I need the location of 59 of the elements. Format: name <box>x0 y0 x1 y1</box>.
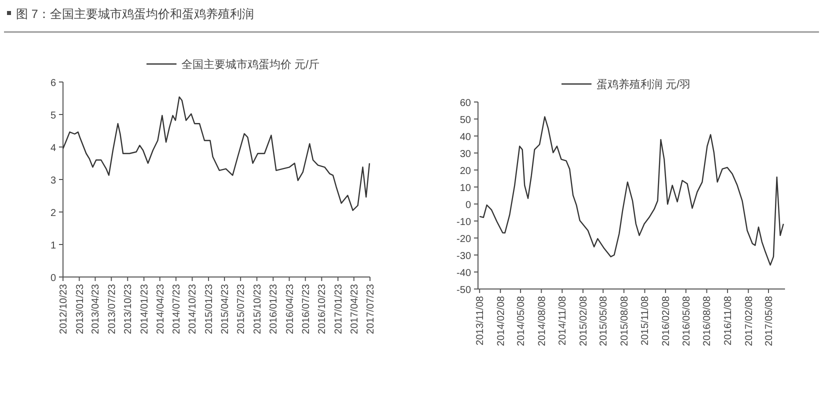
x-tick-label: 2016/07/23 <box>300 284 312 334</box>
x-tick-label: 2015/04/23 <box>220 284 231 334</box>
y-tick-label: 30 <box>460 149 472 160</box>
x-tick-label: 2013/01/23 <box>74 284 86 334</box>
legend-label: 全国主要城市鸡蛋均价 元/斤 <box>182 58 320 71</box>
y-tick-label: 6 <box>50 78 56 89</box>
x-tick-label: 2014/01/23 <box>139 284 150 334</box>
y-tick-label: 50 <box>460 115 472 126</box>
x-tick-label: 2017/04/23 <box>349 284 360 334</box>
y-tick-label: 4 <box>50 143 56 154</box>
y-tick-label: 2 <box>50 208 56 219</box>
x-tick-label: 2016/02/08 <box>661 296 672 346</box>
y-tick-label: 20 <box>460 166 472 177</box>
x-tick-label: 2013/11/08 <box>475 296 486 346</box>
y-tick-label: 5 <box>50 110 56 122</box>
x-tick-label: 2014/07/23 <box>171 284 182 334</box>
y-tick-label: 60 <box>460 98 472 109</box>
x-tick-label: 2016/01/23 <box>268 284 280 334</box>
y-tick-label: 0 <box>465 200 472 211</box>
x-tick-label: 2014/08/08 <box>536 296 548 346</box>
x-tick-label: 2015/01/23 <box>204 284 216 334</box>
y-tick-label: -40 <box>456 268 472 279</box>
x-tick-label: 2016/08/08 <box>702 296 714 346</box>
x-tick-label: 2015/08/08 <box>619 296 630 346</box>
x-tick-label: 2017/02/08 <box>744 296 755 346</box>
x-tick-label: 2014/02/08 <box>496 296 507 346</box>
y-tick-label: 10 <box>460 183 472 194</box>
y-tick-label: 3 <box>50 176 56 186</box>
y-tick-label: 40 <box>460 132 472 143</box>
x-tick-label: 2014/10/23 <box>188 284 199 334</box>
line-series <box>62 96 370 211</box>
x-tick-label: 2014/04/23 <box>155 284 166 334</box>
x-tick-label: 2016/05/08 <box>681 296 692 346</box>
x-tick-label: 2015/11/08 <box>640 296 652 346</box>
x-tick-label: 2013/10/23 <box>123 284 134 334</box>
x-tick-label: 2013/07/23 <box>106 284 118 334</box>
y-tick-label: -50 <box>456 285 472 296</box>
x-tick-label: 2017/07/23 <box>366 284 376 334</box>
line-series <box>478 116 784 266</box>
x-tick-label: 2017/01/23 <box>333 284 344 334</box>
x-tick-label: 2014/11/08 <box>558 296 569 346</box>
y-tick-label: -20 <box>456 234 472 245</box>
x-tick-label: 2014/05/08 <box>516 296 528 346</box>
y-tick-label: 0 <box>50 273 56 284</box>
x-tick-label: 2012/10/23 <box>58 284 70 334</box>
x-tick-label: 2015/07/23 <box>236 284 248 334</box>
x-tick-label: 2015/10/23 <box>252 284 264 334</box>
y-tick-label: -30 <box>456 251 472 262</box>
x-tick-label: 2017/05/08 <box>764 296 775 346</box>
x-tick-label: 2015/05/08 <box>598 296 610 346</box>
x-tick-label: 2013/04/23 <box>90 284 102 334</box>
x-tick-label: 2016/04/23 <box>284 284 296 334</box>
x-tick-label: 2016/10/23 <box>317 284 328 334</box>
chart-title: 图 7：全国主要城市鸡蛋均价和蛋鸡养殖利润 <box>16 7 254 21</box>
y-tick-label: 1 <box>50 240 56 252</box>
x-tick-label: 2016/11/08 <box>723 296 734 346</box>
legend-label: 蛋鸡养殖利润 元/羽 <box>596 78 691 91</box>
y-tick-label: -10 <box>456 217 472 228</box>
x-tick-label: 2015/02/08 <box>578 296 590 346</box>
